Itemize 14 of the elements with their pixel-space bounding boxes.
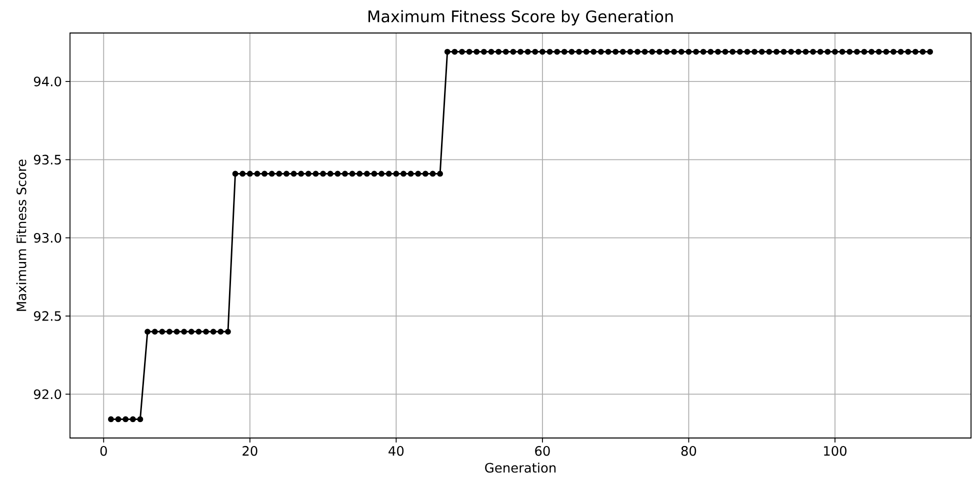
x-tick-label: 20 (242, 446, 258, 456)
y-tick-label: 93.0 (34, 232, 62, 243)
y-tick-label: 94.0 (34, 76, 62, 86)
y-tick-label: 92.5 (34, 311, 61, 321)
x-tick-label: 100 (824, 446, 846, 456)
x-tick-label: 40 (388, 446, 404, 456)
chart-title: Maximum Fitness Score by Generation (368, 10, 673, 26)
y-tick-label: 93.5 (34, 154, 61, 165)
x-tick-label: 80 (681, 446, 696, 456)
x-axis-title: Generation (485, 462, 556, 473)
y-axis-title: Maximum Fitness Score (16, 160, 26, 311)
y-tick-label: 92.0 (34, 389, 62, 400)
x-tick-label: 0 (100, 446, 107, 456)
x-tick-label: 60 (535, 446, 550, 456)
